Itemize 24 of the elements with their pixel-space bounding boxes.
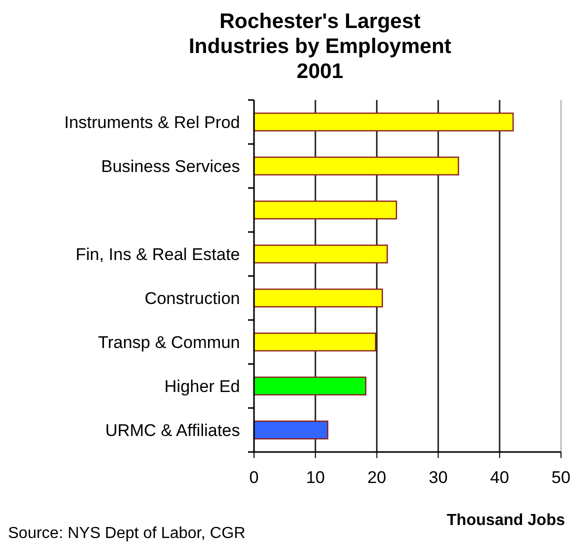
chart-title: Rochester's Largest Industries by Employment 2001 (188, 10, 452, 83)
y-tick-label: Transp & Commun (98, 332, 240, 352)
y-tick-label: Business Services (101, 156, 240, 176)
y-tick-label: Higher Ed (164, 376, 240, 396)
y-tick-label: Fin, Ins & Real Estate (76, 244, 240, 264)
bar (253, 288, 383, 308)
bar (253, 420, 328, 440)
source-note: Source: NYS Dept of Labor, CGR (8, 525, 246, 542)
x-tick-label: 50 (552, 468, 570, 488)
y-tick-label: Construction (144, 288, 240, 308)
bar (253, 156, 460, 176)
bar (253, 332, 376, 352)
x-tick-label: 30 (428, 468, 448, 488)
bar (253, 376, 366, 396)
bar (253, 244, 388, 264)
bar (253, 200, 398, 220)
x-axis-title: Thousand Jobs (446, 512, 566, 529)
y-tick-label: URMC & Affiliates (105, 420, 240, 440)
x-tick-label: 0 (249, 468, 259, 488)
x-tick-label: 10 (306, 468, 325, 488)
x-tick-label: 40 (490, 468, 510, 488)
x-tick-label: 20 (367, 468, 386, 488)
bar (253, 112, 514, 132)
y-tick-label: Instruments & Rel Prod (64, 112, 240, 132)
